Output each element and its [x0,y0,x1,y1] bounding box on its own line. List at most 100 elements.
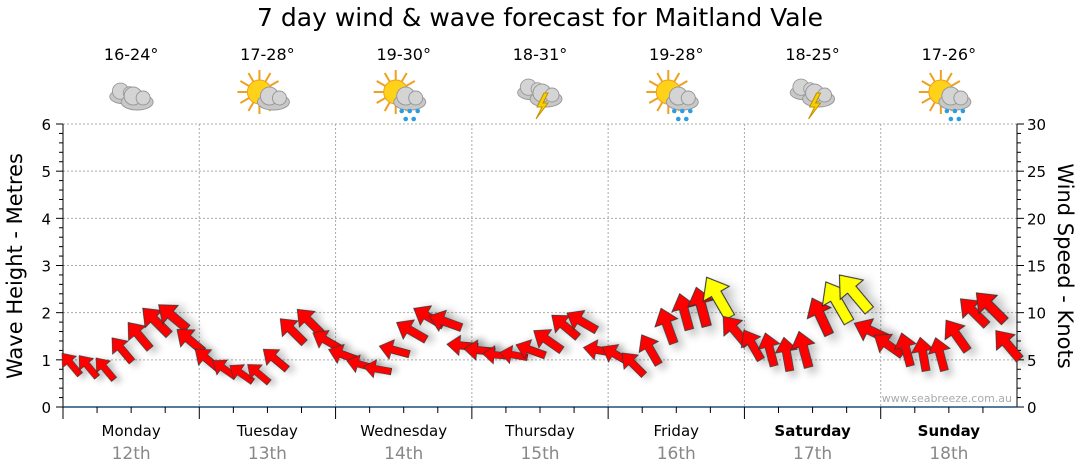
wind-arrow-point [790,330,816,369]
wind-arrow-point [838,274,875,315]
day-date-label: 16th [657,444,696,464]
day-name-label: Friday [654,422,700,440]
y2-tick-label: 25 [1027,163,1046,181]
wind-arrow-point [806,297,834,338]
wind-arrow-point [499,345,529,365]
cloud-part [408,90,424,106]
y-tick-label: 3 [41,258,51,276]
rain-drop [944,108,950,114]
rain-drop [415,108,421,114]
rain-drop [675,116,681,122]
rain-drop [687,108,693,114]
wind-arrow-point [61,352,83,378]
cloud [256,86,290,111]
wind-arrow-point [95,357,118,382]
y2-tick-label: 20 [1027,210,1046,228]
y-axis-label: Wave Height - Metres [3,153,27,379]
wind-arrow-point [262,348,290,373]
wind-arrow-point [158,304,191,333]
wind-arrow-point [428,309,464,332]
rain-drop [952,108,958,114]
rain-drop [683,116,689,122]
day-name-label: Sunday [918,422,981,440]
day-date-label: 18th [929,444,968,464]
rain-drop [671,108,677,114]
sun-showers-icon [918,70,972,122]
y-tick-label: 0 [41,399,51,417]
cloud [802,83,836,108]
wind-arrow-point [911,336,935,373]
wind-arrow-point [621,352,648,378]
rain-drop [399,108,405,114]
y-tick-label: 2 [41,305,51,323]
wind-arrow-point [515,339,547,360]
day-date-label: 13th [248,444,287,464]
cloud-part [953,90,969,106]
wind-arrow-point [740,329,765,363]
day-date-label: 14th [384,444,423,464]
temperature-range: 17-28° [240,45,295,64]
lightning-bolt [808,92,822,120]
watermark: www.seabreeze.com.au [882,392,1012,405]
temperature-range: 16-24° [104,45,159,64]
wind-arrow-point [995,330,1024,363]
sun-showers-icon [373,70,427,122]
day-name-label: Monday [102,422,161,440]
wind-arrow-point [566,310,600,335]
y-tick-label: 5 [41,163,51,181]
thunderstorm-icon [789,78,836,120]
temperature-range: 18-31° [513,45,568,64]
day-date-label: 12th [112,444,151,464]
wind-arrow-point [638,334,663,367]
lightning-bolt [535,92,549,120]
wind-arrow-point [757,332,781,368]
wind-arrow-point [247,364,272,386]
rain-drop [948,116,954,122]
rain-drop [956,116,962,122]
rain-drop [411,116,417,122]
y2-tick-label: 15 [1027,258,1046,276]
cloud [120,86,154,111]
day-name-label: Saturday [774,422,851,440]
temperature-range: 18-25° [785,45,840,64]
rain-drop [407,108,413,114]
wind-arrow-point [702,276,736,321]
wind-arrow-point [944,319,972,354]
y2-axis-label: Wind Speed - Knots [1053,163,1077,368]
thunderstorm-icon [517,78,563,120]
day-date-label: 15th [520,444,559,464]
wind-arrow-point [927,337,951,373]
rain-drop [403,116,409,122]
wind-arrow-point [363,359,393,379]
y-tick-label: 1 [41,352,51,370]
day-name-label: Thursday [504,422,575,440]
rain-drop [679,108,685,114]
partly-sunny-icon [237,70,290,114]
wind-arrow-point [975,292,1009,326]
y-tick-label: 4 [41,210,51,228]
cloud-part [271,90,287,106]
wind-arrow-point [378,339,411,360]
wind-arrow-point [229,364,255,385]
day-name-label: Tuesday [236,422,298,440]
cloud-part [135,90,151,106]
rain-drop [960,108,966,114]
temperature-range: 17-26° [922,45,977,64]
cloud [665,86,699,111]
y2-tick-label: 30 [1027,116,1046,134]
sun-showers-icon [646,70,699,122]
y2-tick-label: 10 [1027,305,1046,323]
day-date-label: 17th [793,444,832,464]
temperature-range: 19-30° [376,45,431,64]
wind-arrow-point [111,337,136,365]
y-tick-label: 6 [41,116,51,134]
wind-arrow-point [654,307,679,346]
wind-arrow-point [396,319,429,344]
cloud [938,86,972,111]
cloud [393,86,427,111]
cloud-part [680,90,696,106]
wind-arrow-point [279,318,308,347]
y2-tick-label: 0 [1027,399,1037,417]
temperature-range: 19-28° [649,45,704,64]
